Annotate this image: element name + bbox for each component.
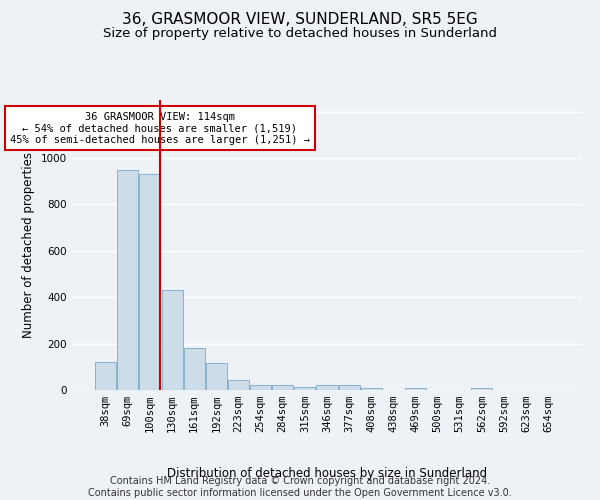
Bar	[118, 170, 139, 390]
Bar	[161, 290, 182, 390]
Y-axis label: Number of detached properties: Number of detached properties	[22, 152, 35, 338]
Bar	[295, 386, 316, 390]
Bar	[472, 388, 493, 390]
Text: Contains HM Land Registry data © Crown copyright and database right 2024.
Contai: Contains HM Land Registry data © Crown c…	[88, 476, 512, 498]
Bar	[206, 364, 227, 390]
Bar	[228, 380, 249, 390]
Bar	[361, 388, 382, 390]
Bar	[95, 362, 116, 390]
Bar	[139, 174, 160, 390]
Bar	[184, 348, 205, 390]
Text: Distribution of detached houses by size in Sunderland: Distribution of detached houses by size …	[167, 467, 487, 480]
Bar	[405, 388, 426, 390]
Bar	[272, 386, 293, 390]
Text: Size of property relative to detached houses in Sunderland: Size of property relative to detached ho…	[103, 28, 497, 40]
Text: 36, GRASMOOR VIEW, SUNDERLAND, SR5 5EG: 36, GRASMOOR VIEW, SUNDERLAND, SR5 5EG	[122, 12, 478, 28]
Text: 36 GRASMOOR VIEW: 114sqm
← 54% of detached houses are smaller (1,519)
45% of sem: 36 GRASMOOR VIEW: 114sqm ← 54% of detach…	[10, 112, 310, 145]
Bar	[338, 386, 359, 390]
Bar	[316, 386, 338, 390]
Bar	[250, 386, 271, 390]
